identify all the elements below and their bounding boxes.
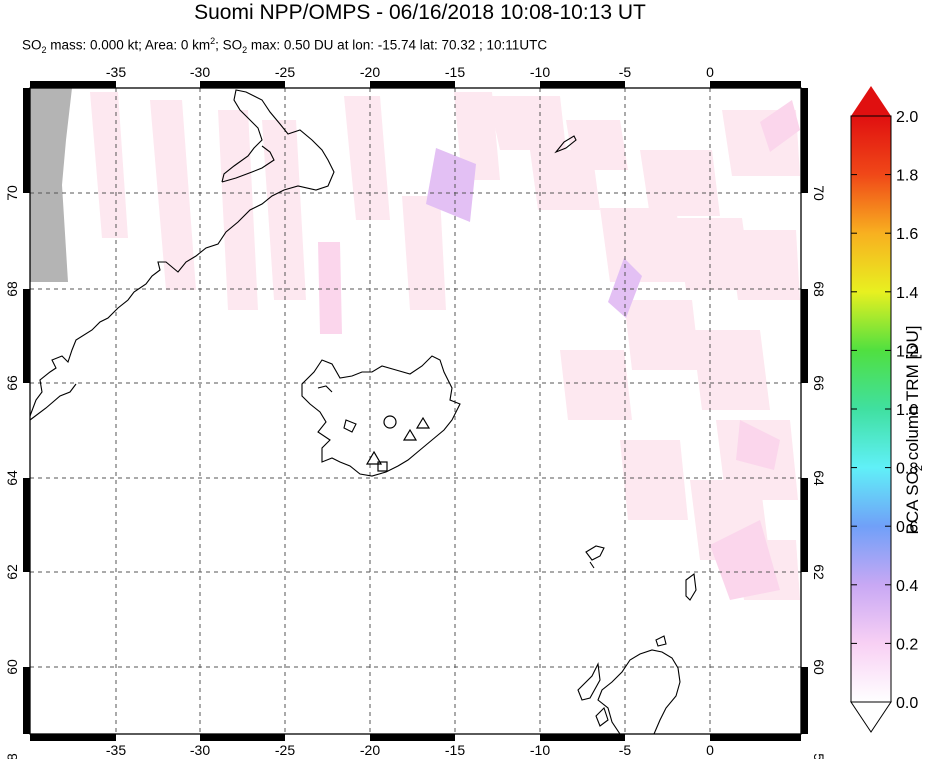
colorbar-tick-label: 1.4	[896, 285, 918, 302]
volcano-circle-icon	[383, 415, 397, 429]
lat-tick-label-left: 62	[4, 564, 20, 580]
volcano-square-icon	[377, 461, 388, 472]
lon-tick-label-top: -25	[275, 64, 295, 80]
lat-tick-label-left: 58	[4, 753, 20, 759]
colorbar-tick-label: 1.6	[896, 226, 918, 243]
lat-tick-label-left: 66	[4, 375, 20, 391]
colorbar-min-arrow	[850, 701, 892, 733]
lon-tick-label-top: -30	[190, 64, 210, 80]
lon-tick-label-bottom: -5	[619, 742, 632, 758]
lat-tick-label-right: 58	[811, 753, 827, 759]
lon-tick-label-top: 0	[706, 64, 714, 80]
axis-tick-labels: -35 -35 -30 -30 -25 -25 -20 -20 -15 -15 -10 -10 -5 -5…	[4, 64, 827, 759]
lon-tick-label-top: -5	[619, 64, 632, 80]
colorbar-tick-label: 1.0	[896, 402, 918, 419]
lat-tick-label-left: 68	[4, 281, 20, 297]
map-title: Suomi NPP/OMPS - 06/16/2018 10:08-10:13 …	[194, 1, 646, 24]
map-subtitle: SO2 mass: 0.000 kt; Area: 0 km2; SO2 max…	[22, 36, 548, 56]
lon-tick-label-bottom: -15	[445, 742, 465, 758]
lat-tick-label-right: 70	[811, 185, 827, 201]
colorbar-tick-label: 1.2	[896, 343, 918, 360]
colorbar-tick-label: 0.2	[896, 636, 918, 653]
graticule	[30, 88, 801, 734]
colorbar-max-arrow	[851, 86, 891, 116]
map-border-bars	[23, 81, 808, 741]
lat-tick-label-right: 68	[811, 281, 827, 297]
lon-tick-label-bottom: -30	[190, 742, 210, 758]
lon-tick-label-top: -15	[445, 64, 465, 80]
no-data-region	[30, 88, 72, 282]
lon-tick-label-bottom: -20	[360, 742, 380, 758]
coastlines	[30, 89, 697, 734]
colorbar-tick-label: 0.0	[896, 695, 918, 712]
volcano-triangle-icon	[415, 416, 431, 429]
lon-tick-label-bottom: -25	[275, 742, 295, 758]
lon-tick-label-top: -35	[106, 64, 126, 80]
lat-tick-label-right: 60	[811, 659, 827, 675]
volcano-triangle-icon	[365, 450, 383, 465]
colorbar-title: PCA SO2 column TRM [DU]	[902, 325, 926, 535]
so2-retrieval-pixels	[90, 92, 800, 600]
volcano-markers	[365, 415, 431, 472]
lon-tick-label-top: -20	[360, 64, 380, 80]
lon-tick-label-bottom: -35	[106, 742, 126, 758]
colorbar-tick-label: 0.8	[896, 461, 918, 478]
lat-tick-label-right: 64	[811, 470, 827, 486]
colorbar-tick-label: 1.8	[896, 168, 918, 185]
colorbar: 2.0 1.8 1.6 1.4 1.2 1.0 0.8 0.6 0.4 0.2 0.0	[850, 86, 918, 733]
lon-tick-label-bottom: -10	[530, 742, 550, 758]
colorbar-tick-label: 0.6	[896, 519, 918, 536]
colorbar-gradient	[851, 116, 891, 702]
lat-tick-label-left: 60	[4, 659, 20, 675]
lon-tick-label-bottom: 0	[706, 742, 714, 758]
volcano-triangle-icon	[402, 428, 418, 441]
lat-tick-label-left: 64	[4, 470, 20, 486]
colorbar-tick-label: 2.0	[896, 109, 918, 126]
lat-tick-label-right: 62	[811, 564, 827, 580]
lon-tick-label-top: -10	[530, 64, 550, 80]
lat-tick-label-left: 70	[4, 185, 20, 201]
lat-tick-label-right: 66	[811, 375, 827, 391]
colorbar-tick-label: 0.4	[896, 578, 918, 595]
